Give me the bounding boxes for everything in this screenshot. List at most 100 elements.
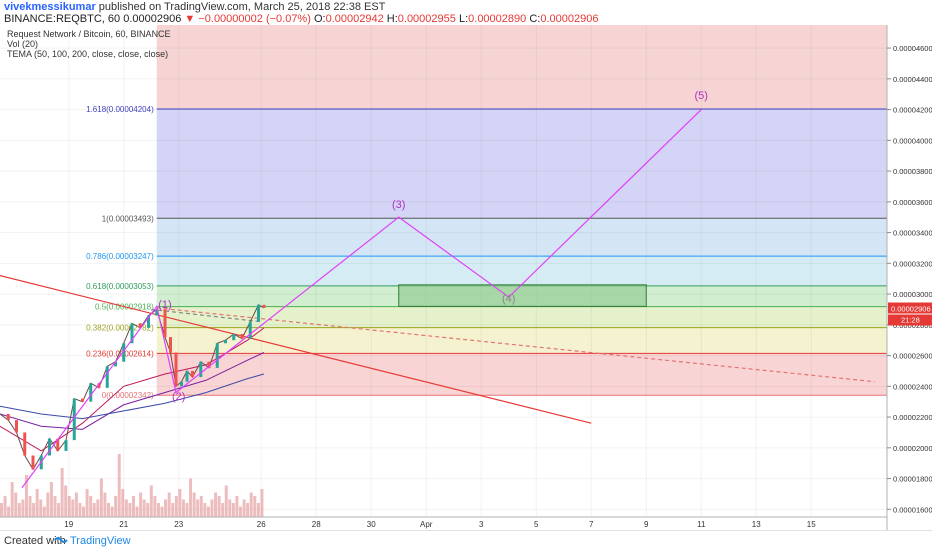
volume-bar <box>210 499 214 517</box>
candle <box>215 343 219 368</box>
tradingview-brand[interactable]: TradingView <box>70 535 131 547</box>
candle <box>64 440 68 451</box>
candle <box>232 334 236 341</box>
trendline-grey-dashed[interactable] <box>151 308 262 323</box>
y-tick-label: 0.00004000 <box>893 136 932 145</box>
candle <box>23 432 27 456</box>
volume-bar <box>171 503 175 517</box>
tradingview-logo-icon[interactable] <box>54 535 68 548</box>
volume-bar <box>14 492 18 517</box>
last-price-tag-value: 0.00002906 <box>891 305 931 314</box>
candle <box>180 381 183 387</box>
candle <box>48 438 51 456</box>
x-tick-label: 26 <box>257 520 266 529</box>
volume-bar <box>96 499 100 517</box>
wave-path[interactable] <box>21 109 702 489</box>
x-tick-label: 9 <box>644 520 649 529</box>
volume-bar <box>92 503 96 517</box>
candle <box>163 309 167 338</box>
fib-zone-7 <box>156 108 887 219</box>
countdown-tag-bg <box>888 314 932 326</box>
fib-label-4: 0.618(0.00003053) <box>86 282 154 291</box>
volume-bar <box>64 485 68 517</box>
volume-bar <box>110 506 114 517</box>
volume-bar <box>192 492 196 517</box>
fib-zone-6 <box>156 218 887 257</box>
x-tick-label: 19 <box>64 520 73 529</box>
fib-zone-0 <box>157 395 887 517</box>
candle <box>72 398 76 441</box>
wave-label-1: (2) <box>172 391 185 403</box>
volume-bar <box>17 503 21 517</box>
y-tick-label: 0.00002600 <box>893 352 932 361</box>
volume-bar <box>231 503 235 517</box>
candle <box>185 370 189 382</box>
volume-bar <box>121 489 125 517</box>
price-axis[interactable]: 0.00004600 0.00004400 0.00004200 0.00004000… <box>887 44 932 514</box>
wave-label-3: (4) <box>502 293 515 305</box>
volume-bar <box>32 503 36 517</box>
tema-line-2 <box>0 373 265 420</box>
volume-bar <box>181 499 185 517</box>
author-name[interactable]: vivekmessikumar <box>4 1 96 13</box>
candle <box>240 334 244 339</box>
volume-bar <box>167 492 171 517</box>
volume-bar <box>235 496 239 517</box>
volume-bar <box>99 478 103 517</box>
volume-bar <box>60 468 64 517</box>
elliott-wave-path[interactable] <box>21 109 702 489</box>
fib-zone-2 <box>156 327 887 354</box>
x-tick-label: 15 <box>807 520 816 529</box>
volume-bar <box>178 489 182 517</box>
fib-label-1: 0.236(0.00002614) <box>86 349 154 358</box>
candle <box>6 413 10 421</box>
y-tick-label: 0.00003800 <box>893 167 932 176</box>
price-chart[interactable]: 0(0.00002342) 0.236(0.00002614) 0.382(0.00… <box>0 25 932 530</box>
volume-bar <box>217 496 221 517</box>
trendlines[interactable] <box>0 275 875 424</box>
volume-bar <box>39 499 43 517</box>
volume-bar <box>24 475 28 517</box>
trendline-dashed-downtrend[interactable] <box>156 307 875 383</box>
candle <box>15 420 18 433</box>
tema-line-1 <box>0 352 265 430</box>
candle <box>130 323 134 344</box>
y-tick-label: 0.00002400 <box>893 382 932 391</box>
target-box[interactable] <box>398 284 647 307</box>
volume-bar <box>189 478 193 517</box>
volume-bar <box>89 496 93 517</box>
ohlc-h-label: H: <box>386 13 398 25</box>
target-zone[interactable] <box>398 284 647 307</box>
last-price: 0.00002906 <box>123 13 182 25</box>
volume-bar <box>42 506 46 517</box>
volume-bar <box>203 503 207 517</box>
volume-bar <box>253 496 257 517</box>
volume-bar <box>239 506 242 517</box>
volume-bar <box>67 496 71 517</box>
volume-bar <box>82 506 86 517</box>
fib-zone-5 <box>156 256 887 286</box>
x-tick-label: Apr <box>420 520 433 529</box>
volume-bar <box>146 503 150 517</box>
volume-bar <box>224 485 228 517</box>
change-arrow: ▼ <box>184 13 196 25</box>
volume-bar <box>199 496 203 517</box>
volume-bar <box>7 506 11 517</box>
volume-bar <box>74 492 78 517</box>
y-tick-label: 0.00003200 <box>893 259 932 268</box>
chart-grid <box>0 25 887 517</box>
volume-bar <box>228 499 232 517</box>
fib-zones <box>156 25 887 517</box>
x-tick-label: 21 <box>119 520 128 529</box>
ohlc-c-value: 0.00002906 <box>540 13 599 25</box>
x-tick-label: 5 <box>534 520 539 529</box>
y-tick-label: 0.00003000 <box>893 290 932 299</box>
candle <box>114 361 117 367</box>
candle <box>257 304 260 322</box>
candle <box>199 361 203 378</box>
legend-volume: Vol (20) <box>7 39 38 49</box>
volume-bar <box>149 485 153 517</box>
volume-bar <box>35 489 39 517</box>
time-axis[interactable]: 19 21 23 26 28 30 Apr 3 5 7 9 11 13 15 <box>64 520 816 529</box>
trendline-red-downtrend[interactable] <box>0 275 592 424</box>
